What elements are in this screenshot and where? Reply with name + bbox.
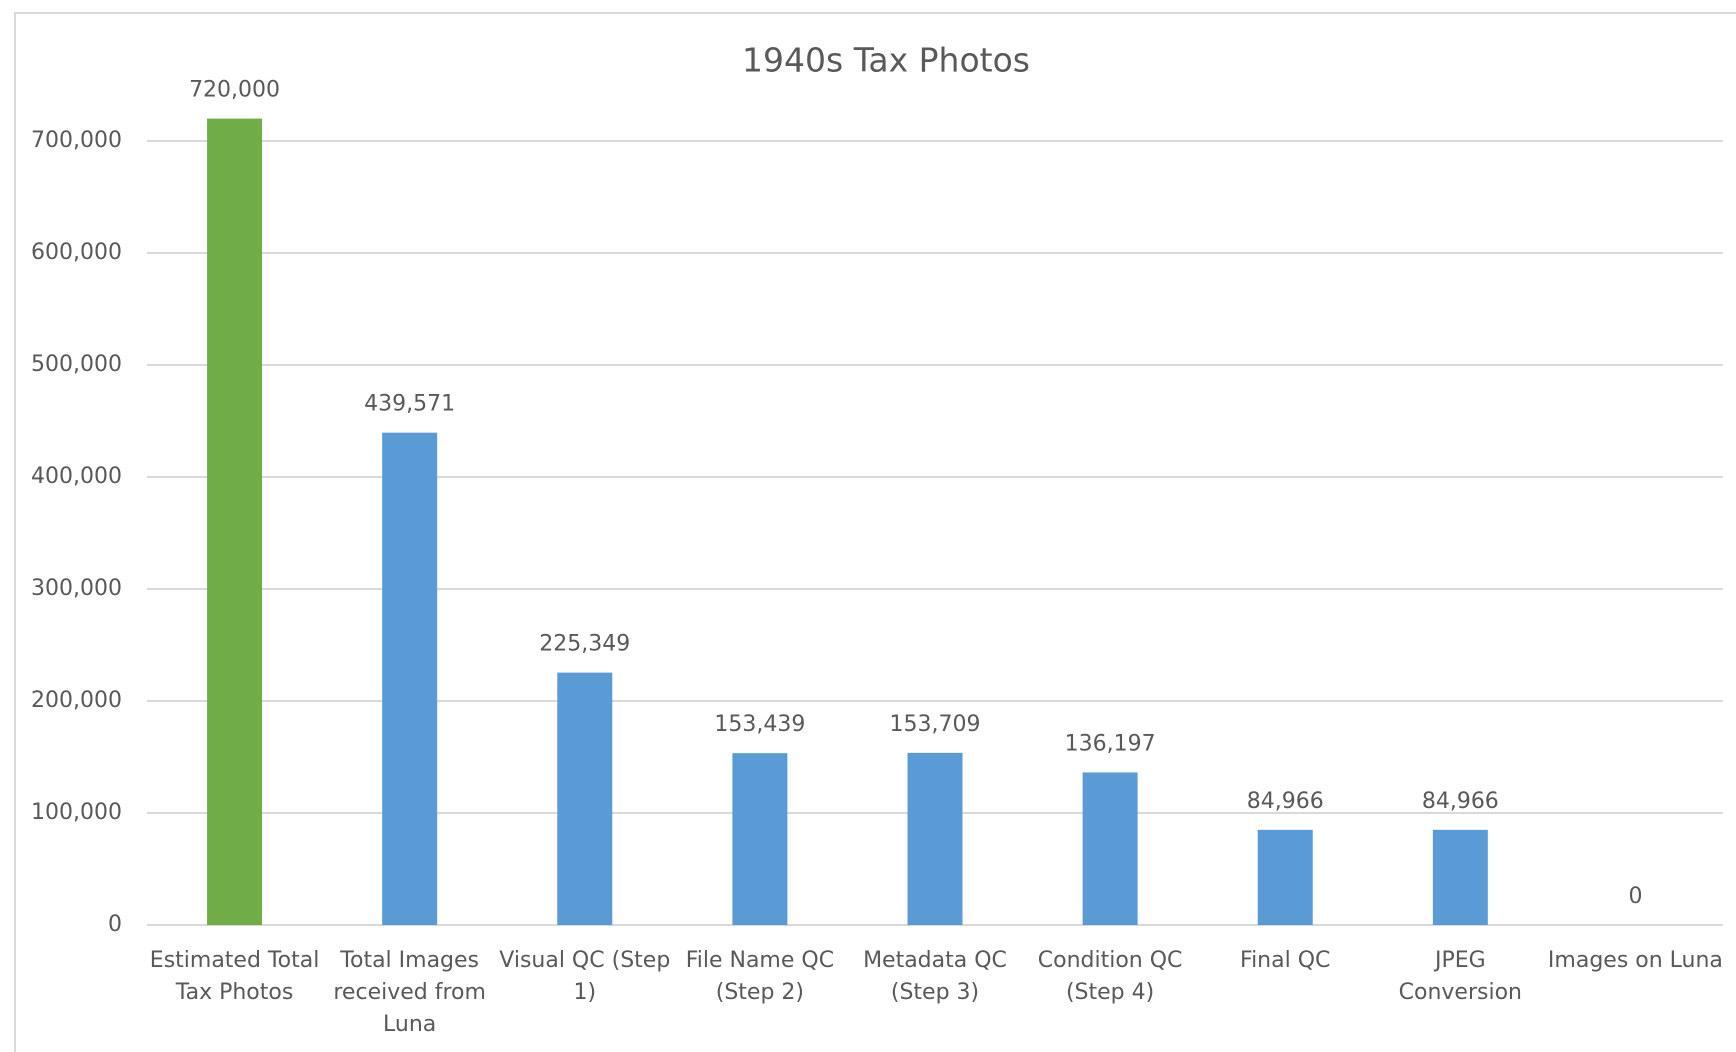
bar bbox=[382, 432, 438, 925]
y-tick-label: 300,000 bbox=[31, 576, 122, 601]
y-tick-label: 700,000 bbox=[31, 128, 122, 153]
data-label: 225,349 bbox=[539, 632, 630, 657]
bar bbox=[557, 672, 613, 925]
bar bbox=[907, 752, 963, 925]
chart-title: 1940s Tax Photos bbox=[742, 41, 1030, 80]
x-tick-label: Metadata QC (Step 3) bbox=[863, 948, 1007, 1005]
data-label: 439,571 bbox=[364, 392, 455, 417]
data-label: 0 bbox=[1628, 884, 1642, 909]
x-tick-label: Condition QC (Step 4) bbox=[1037, 948, 1183, 1005]
y-tick-label: 200,000 bbox=[31, 688, 122, 713]
bar bbox=[1257, 829, 1313, 925]
bar bbox=[1082, 772, 1138, 925]
y-tick-label: 600,000 bbox=[31, 240, 122, 265]
x-tick-label: File Name QC (Step 2) bbox=[685, 948, 835, 1005]
y-tick-label: 100,000 bbox=[31, 800, 122, 825]
y-tick-label: 400,000 bbox=[31, 464, 122, 489]
data-label: 153,709 bbox=[890, 712, 981, 737]
x-tick-label: Final QC bbox=[1240, 948, 1331, 973]
x-tick-label: JPEG Conversion bbox=[1398, 948, 1522, 1005]
chart-border bbox=[14, 12, 1736, 1052]
bar bbox=[207, 118, 263, 926]
x-tick-label: Visual QC (Step 1) bbox=[499, 948, 671, 1005]
x-tick-label: Total Images received from Luna bbox=[333, 948, 486, 1037]
data-label: 720,000 bbox=[189, 78, 280, 103]
y-tick-label: 500,000 bbox=[31, 352, 122, 377]
x-tick-label: Estimated Total Tax Photos bbox=[149, 948, 320, 1005]
data-label: 153,439 bbox=[714, 712, 805, 737]
data-label: 84,966 bbox=[1422, 789, 1499, 814]
y-tick-label: 0 bbox=[108, 912, 122, 937]
data-label: 136,197 bbox=[1065, 731, 1156, 756]
x-tick-label: Images on Luna bbox=[1547, 948, 1723, 973]
data-label: 84,966 bbox=[1247, 789, 1324, 814]
bar bbox=[732, 753, 788, 925]
bar bbox=[1432, 829, 1488, 925]
